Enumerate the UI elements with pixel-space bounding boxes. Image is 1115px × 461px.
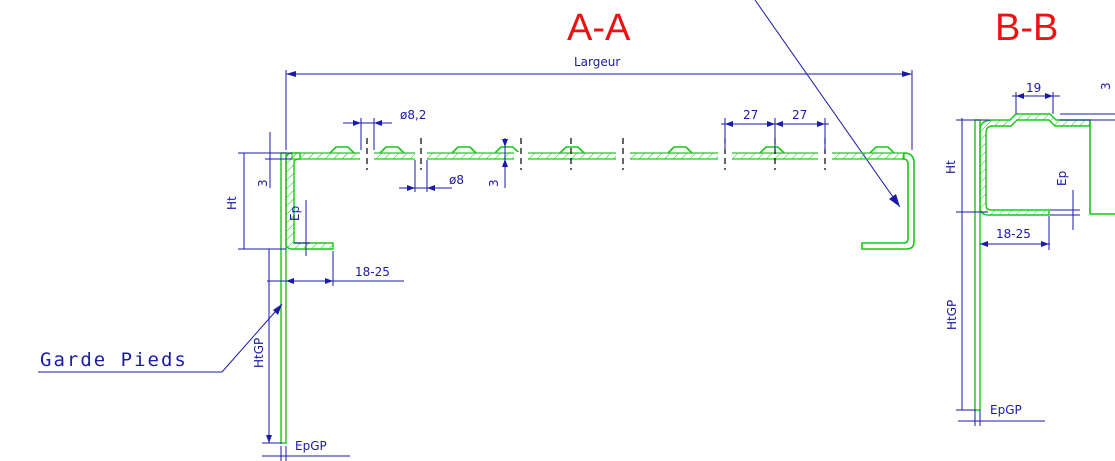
ep-dimension-a: Ep [288,200,310,256]
left-profile [285,152,334,250]
htgp-dimension-b: HtGP [945,215,976,411]
hole-82-label: ø8,2 [400,108,426,122]
htgp-dimension-a: HtGP [252,249,282,444]
ht-dimension-b: Ht [944,118,990,215]
section-aa: Largeur [38,55,915,461]
deck-profile [291,146,905,160]
nineteen-label: 19 [1026,81,1041,95]
garde-pieds-plate [280,152,287,444]
garde-pieds-callout: Garde Pieds [38,303,283,373]
htgp-label-a: HtGP [252,338,266,368]
section-aa-title: A-A [567,7,631,49]
three-mid-label: 3 [487,179,501,187]
largeur-label: Largeur [574,55,620,69]
three-right-label: 3 [1099,82,1113,90]
ep-dimension-b: Ep [1050,171,1080,230]
pitch-dimensions: 27 27 [721,108,829,150]
flange-label-b: 18-25 [996,227,1031,241]
hole-8-label: ø8 [449,173,464,187]
htgp-label-b: HtGP [945,300,959,330]
three-dimension-mid: 3 [487,138,508,188]
epgp-label-b: EpGP [990,403,1022,417]
flange-dimension-b: 18-25 [980,216,1050,250]
nineteen-dimension: 19 [1012,81,1060,114]
right-profile [861,152,915,250]
garde-pieds-label: Garde Pieds [40,349,188,371]
epgp-label-a: EpGP [295,439,327,453]
hole-82-dimension: ø8,2 [343,108,426,150]
pitch-2-label: 27 [792,108,807,122]
pitch-1-label: 27 [743,108,758,122]
largeur-dimension: Largeur [285,55,913,150]
epgp-dimension-a: EpGP [262,439,350,461]
ht-label-b: Ht [944,160,958,174]
flange-label-a: 18-25 [355,265,390,279]
leader-arrow-right [754,0,901,208]
flange-dimension-a: 18-25 [267,251,404,286]
ep-label-b: Ep [1055,171,1069,186]
bb-profile [974,113,1115,411]
section-bb: 19 3 Ht Ep 18-25 [944,81,1115,426]
epgp-dimension-b: EpGP [958,403,1045,426]
ht-dimension-a: Ht [225,152,286,250]
ht-label-a: Ht [225,196,239,210]
hole-8-dimension: ø8 [399,160,464,192]
section-bb-title: B-B [995,7,1058,49]
three-dimension-right: 3 [1060,82,1115,121]
ep-label-a: Ep [288,206,302,221]
three-left-label: 3 [256,179,270,187]
